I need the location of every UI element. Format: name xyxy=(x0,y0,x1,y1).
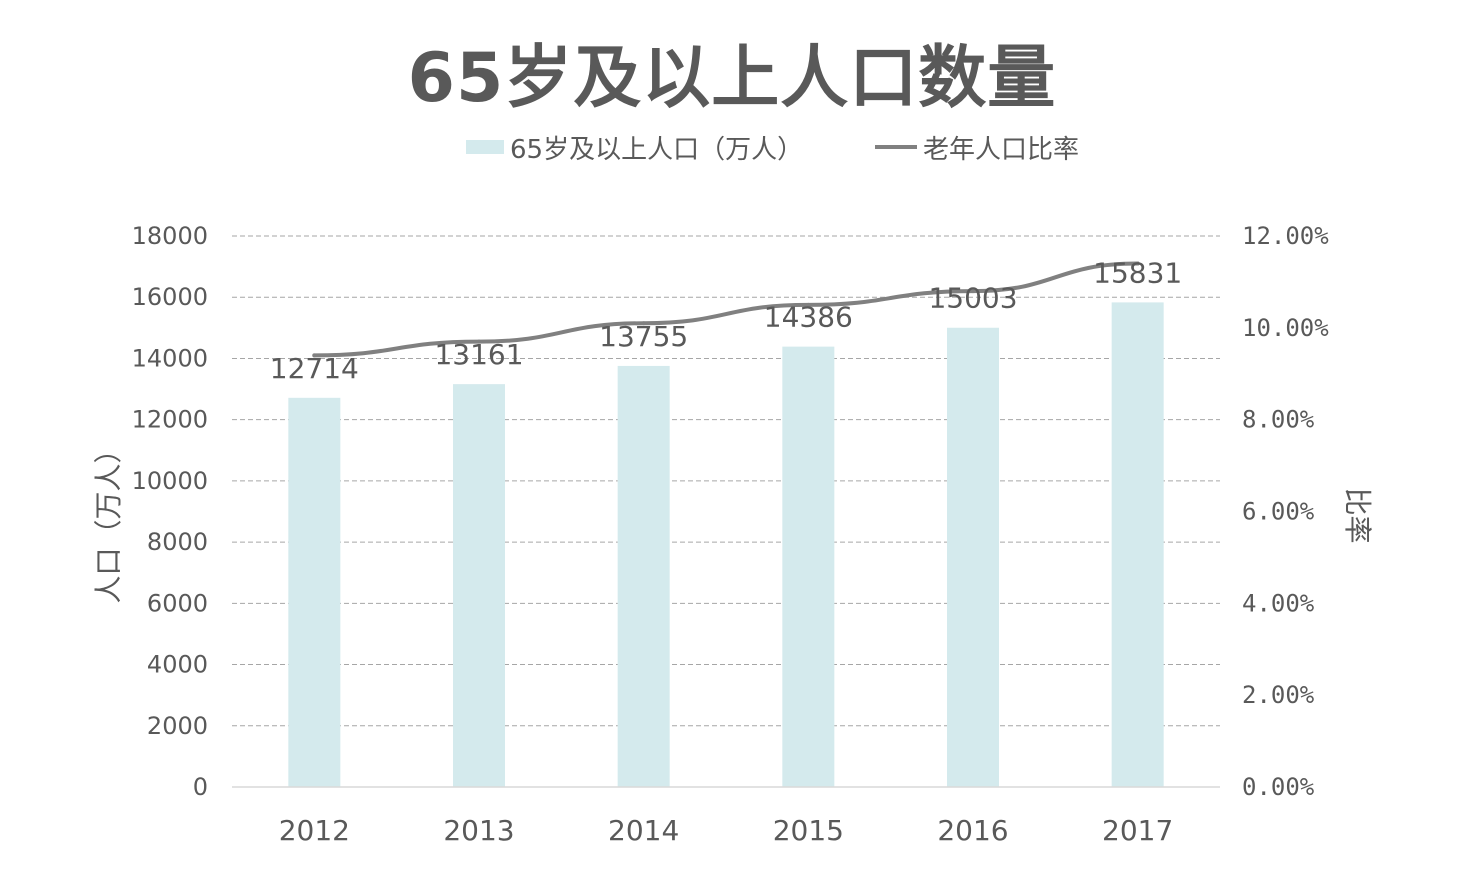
x-tick-label: 2012 xyxy=(279,814,350,847)
y-tick-label: 4000 xyxy=(147,651,208,679)
ratio-point xyxy=(641,321,646,326)
y-tick-label: 14000 xyxy=(132,344,208,372)
ratio-point xyxy=(971,289,975,294)
bar xyxy=(288,397,341,787)
y2-tick-label: 12.00% xyxy=(1242,222,1329,250)
bar xyxy=(782,346,835,787)
bar-data-label: 13161 xyxy=(434,338,523,371)
bar xyxy=(947,327,999,787)
ratio-point xyxy=(477,339,481,344)
legend-line-ratio xyxy=(875,145,917,149)
x-tick-label: 2016 xyxy=(937,814,1008,847)
y-tick-label: 0 xyxy=(193,773,208,801)
y-tick-label: 6000 xyxy=(147,589,208,617)
x-tick-label: 2015 xyxy=(773,814,844,847)
legend-item-population: 65岁及以上人口（万人） xyxy=(466,127,803,167)
legend-label-population: 65岁及以上人口（万人） xyxy=(510,134,804,165)
ratio-point xyxy=(312,353,317,358)
y-tick-label: 18000 xyxy=(132,222,208,250)
ratio-point xyxy=(1135,261,1140,266)
legend-swatch-population xyxy=(466,140,504,154)
ratio-line xyxy=(312,261,1140,358)
x-tick-label: 2013 xyxy=(443,814,514,847)
y-tick-label: 8000 xyxy=(147,528,208,556)
y-tick-label: 2000 xyxy=(147,712,208,740)
y2-tick-label: 0.00% xyxy=(1242,773,1315,801)
bar-data-label: 14386 xyxy=(764,301,853,334)
legend-item-ratio: 老年人口比率 xyxy=(875,127,1079,167)
y2-axis-title: 比率 xyxy=(1341,487,1374,543)
legend-label-ratio: 老年人口比率 xyxy=(923,134,1080,165)
y-axis-title: 人口（万人） xyxy=(92,435,125,603)
y-tick-label: 16000 xyxy=(132,283,208,311)
x-tick-label: 2017 xyxy=(1102,814,1173,847)
y-tick-label: 10000 xyxy=(132,467,208,495)
bar-data-label: 15831 xyxy=(1093,256,1182,289)
bar xyxy=(617,365,670,787)
y2-tick-label: 8.00% xyxy=(1242,406,1315,434)
legend: 65岁及以上人口（万人） 老年人口比率 xyxy=(0,127,1464,167)
ratio-point xyxy=(806,302,811,307)
bar xyxy=(453,384,505,787)
bar-data-label: 15003 xyxy=(928,282,1017,315)
bar-data-label: 13755 xyxy=(599,320,688,353)
bar-data-label: 12714 xyxy=(270,352,359,385)
y2-tick-label: 4.00% xyxy=(1242,589,1315,617)
y2-tick-label: 2.00% xyxy=(1242,681,1315,709)
x-tick-label: 2014 xyxy=(608,814,679,847)
y2-tick-label: 10.00% xyxy=(1242,314,1329,342)
y2-tick-label: 6.00% xyxy=(1242,498,1315,526)
bar xyxy=(1111,302,1164,787)
chart-title: 65岁及以上人口数量 xyxy=(407,39,1057,118)
y-tick-label: 12000 xyxy=(132,406,208,434)
